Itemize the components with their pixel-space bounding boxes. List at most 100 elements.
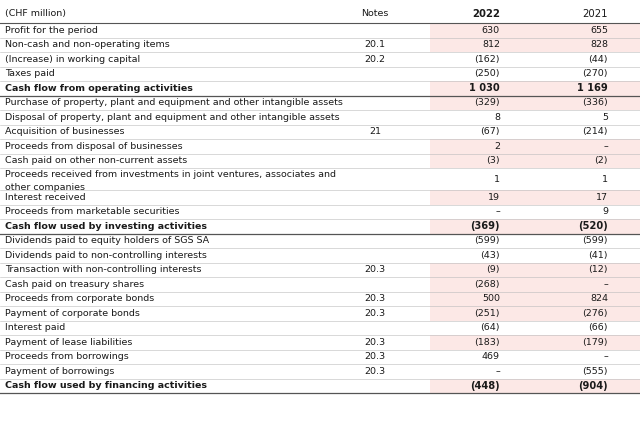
Text: (3): (3) xyxy=(486,156,500,165)
Text: (904): (904) xyxy=(579,381,608,391)
Text: (555): (555) xyxy=(582,367,608,376)
Text: 20.3: 20.3 xyxy=(364,338,385,347)
Text: (448): (448) xyxy=(470,381,500,391)
Text: 1 169: 1 169 xyxy=(577,83,608,93)
Text: (214): (214) xyxy=(582,127,608,136)
Text: 824: 824 xyxy=(590,294,608,303)
Text: (520): (520) xyxy=(579,221,608,231)
Text: 630: 630 xyxy=(482,26,500,35)
Bar xyxy=(430,219,640,233)
Text: (44): (44) xyxy=(589,55,608,64)
Text: 812: 812 xyxy=(482,40,500,49)
Text: Transaction with non-controlling interests: Transaction with non-controlling interes… xyxy=(5,265,202,274)
Bar xyxy=(430,335,640,350)
Text: (599): (599) xyxy=(582,236,608,245)
Bar xyxy=(430,139,640,153)
Bar xyxy=(430,37,640,52)
Text: –: – xyxy=(495,207,500,216)
Bar xyxy=(430,306,640,321)
Text: 20.3: 20.3 xyxy=(364,352,385,361)
Text: Cash flow from operating activities: Cash flow from operating activities xyxy=(5,84,193,93)
Bar xyxy=(430,81,640,96)
Text: 19: 19 xyxy=(488,193,500,202)
Text: Proceeds from disposal of businesses: Proceeds from disposal of businesses xyxy=(5,142,182,151)
Text: 469: 469 xyxy=(482,352,500,361)
Text: 8: 8 xyxy=(494,113,500,122)
Text: (Increase) in working capital: (Increase) in working capital xyxy=(5,55,140,64)
Text: (268): (268) xyxy=(474,280,500,289)
Text: Cash paid on treasury shares: Cash paid on treasury shares xyxy=(5,280,144,289)
Text: Taxes paid: Taxes paid xyxy=(5,69,55,78)
Text: Cash flow used by investing activities: Cash flow used by investing activities xyxy=(5,222,207,231)
Bar xyxy=(430,190,640,205)
Text: (67): (67) xyxy=(481,127,500,136)
Text: –: – xyxy=(495,367,500,376)
Text: Proceeds from borrowings: Proceeds from borrowings xyxy=(5,352,129,361)
Text: Profit for the period: Profit for the period xyxy=(5,26,98,35)
Text: (64): (64) xyxy=(481,323,500,332)
Text: other companies: other companies xyxy=(5,183,85,192)
Text: (250): (250) xyxy=(474,69,500,78)
Text: Proceeds received from investments in joint ventures, associates and: Proceeds received from investments in jo… xyxy=(5,170,336,179)
Bar xyxy=(430,277,640,292)
Bar xyxy=(430,262,640,277)
Text: 20.3: 20.3 xyxy=(364,367,385,376)
Text: Purchase of property, plant and equipment and other intangible assets: Purchase of property, plant and equipmen… xyxy=(5,98,343,107)
Text: (599): (599) xyxy=(474,236,500,245)
Text: 1: 1 xyxy=(602,175,608,183)
Bar xyxy=(430,153,640,168)
Text: 655: 655 xyxy=(590,26,608,35)
Text: (251): (251) xyxy=(474,309,500,318)
Text: (43): (43) xyxy=(481,251,500,260)
Text: Payment of lease liabilities: Payment of lease liabilities xyxy=(5,338,132,347)
Text: Acquisition of businesses: Acquisition of businesses xyxy=(5,127,125,136)
Text: –: – xyxy=(604,142,608,151)
Bar xyxy=(430,292,640,306)
Text: (66): (66) xyxy=(589,323,608,332)
Text: (2): (2) xyxy=(595,156,608,165)
Bar xyxy=(430,378,640,393)
Text: Proceeds from marketable securities: Proceeds from marketable securities xyxy=(5,207,179,216)
Text: (276): (276) xyxy=(582,309,608,318)
Text: Cash flow used by financing activities: Cash flow used by financing activities xyxy=(5,381,207,390)
Text: Proceeds from corporate bonds: Proceeds from corporate bonds xyxy=(5,294,154,303)
Text: (336): (336) xyxy=(582,98,608,107)
Text: 9: 9 xyxy=(602,207,608,216)
Text: 2: 2 xyxy=(494,142,500,151)
Text: 20.3: 20.3 xyxy=(364,309,385,318)
Text: Dividends paid to equity holders of SGS SA: Dividends paid to equity holders of SGS … xyxy=(5,236,209,245)
Text: (162): (162) xyxy=(474,55,500,64)
Text: (CHF million): (CHF million) xyxy=(5,9,66,18)
Text: 1 030: 1 030 xyxy=(469,83,500,93)
Text: 500: 500 xyxy=(482,294,500,303)
Text: 20.2: 20.2 xyxy=(365,55,385,64)
Text: Non-cash and non-operating items: Non-cash and non-operating items xyxy=(5,40,170,49)
Text: Interest paid: Interest paid xyxy=(5,323,65,332)
Text: Interest received: Interest received xyxy=(5,193,86,202)
Text: 828: 828 xyxy=(590,40,608,49)
Text: (369): (369) xyxy=(470,221,500,231)
Bar xyxy=(430,96,640,110)
Text: (12): (12) xyxy=(589,265,608,274)
Text: 20.3: 20.3 xyxy=(364,265,385,274)
Text: (270): (270) xyxy=(582,69,608,78)
Text: Notes: Notes xyxy=(362,9,388,18)
Text: 2022: 2022 xyxy=(472,9,500,19)
Text: 17: 17 xyxy=(596,193,608,202)
Text: 1: 1 xyxy=(494,175,500,183)
Text: 21: 21 xyxy=(369,127,381,136)
Text: 5: 5 xyxy=(602,113,608,122)
Bar xyxy=(430,23,640,37)
Text: Payment of corporate bonds: Payment of corporate bonds xyxy=(5,309,140,318)
Text: –: – xyxy=(604,280,608,289)
Text: (9): (9) xyxy=(486,265,500,274)
Text: (329): (329) xyxy=(474,98,500,107)
Text: (179): (179) xyxy=(582,338,608,347)
Text: (183): (183) xyxy=(474,338,500,347)
Text: Payment of borrowings: Payment of borrowings xyxy=(5,367,115,376)
Text: 2021: 2021 xyxy=(582,9,608,19)
Text: (41): (41) xyxy=(589,251,608,260)
Text: 20.3: 20.3 xyxy=(364,294,385,303)
Text: Disposal of property, plant and equipment and other intangible assets: Disposal of property, plant and equipmen… xyxy=(5,113,340,122)
Text: –: – xyxy=(604,352,608,361)
